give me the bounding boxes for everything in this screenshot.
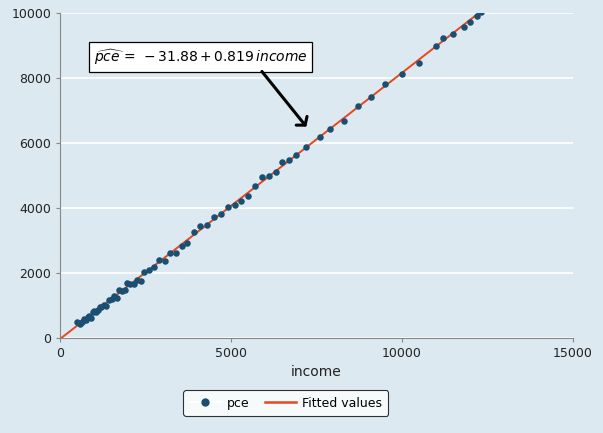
pce bbox=[75, 321, 85, 328]
pce bbox=[171, 249, 181, 256]
pce bbox=[203, 222, 212, 229]
pce bbox=[107, 295, 116, 302]
pce bbox=[104, 297, 113, 304]
pce bbox=[236, 198, 246, 205]
pce bbox=[223, 204, 233, 211]
pce bbox=[160, 257, 169, 264]
pce bbox=[165, 249, 174, 256]
pce bbox=[96, 304, 106, 311]
pce bbox=[150, 264, 159, 271]
pce bbox=[285, 157, 294, 164]
pce bbox=[195, 223, 205, 230]
pce bbox=[438, 34, 448, 41]
pce bbox=[90, 307, 99, 314]
pce bbox=[257, 174, 267, 181]
pce bbox=[102, 302, 112, 309]
pce bbox=[277, 159, 287, 166]
pce bbox=[112, 294, 122, 301]
pce bbox=[230, 201, 239, 208]
pce bbox=[114, 286, 124, 293]
pce bbox=[93, 307, 103, 313]
pce bbox=[136, 277, 145, 284]
pce bbox=[99, 302, 109, 309]
pce bbox=[95, 304, 104, 310]
pce bbox=[315, 133, 325, 140]
pce bbox=[133, 276, 142, 283]
pce bbox=[144, 267, 154, 274]
pce bbox=[414, 60, 424, 67]
pce bbox=[291, 152, 301, 158]
pce bbox=[129, 281, 139, 288]
Legend: pce, Fitted values: pce, Fitted values bbox=[183, 391, 388, 416]
pce bbox=[476, 9, 485, 16]
pce bbox=[177, 242, 186, 249]
pce bbox=[250, 183, 260, 190]
pce bbox=[125, 281, 135, 288]
pce bbox=[81, 317, 91, 324]
pce bbox=[472, 13, 482, 20]
pce bbox=[154, 256, 164, 263]
pce bbox=[466, 19, 475, 26]
pce bbox=[380, 80, 390, 87]
pce bbox=[120, 286, 130, 293]
pce bbox=[182, 239, 192, 246]
pce bbox=[139, 268, 149, 275]
pce bbox=[209, 214, 219, 221]
Text: $\widehat{pce}$$\/ = \/-31.88 + 0.819\/\it{income}$: $\widehat{pce}$$\/ = \/-31.88 + 0.819\/\… bbox=[93, 47, 308, 67]
pce bbox=[244, 193, 253, 200]
pce bbox=[302, 143, 311, 150]
pce bbox=[80, 316, 89, 323]
pce bbox=[84, 313, 94, 320]
pce bbox=[122, 279, 132, 286]
pce bbox=[264, 172, 274, 179]
X-axis label: income: income bbox=[291, 365, 342, 379]
pce bbox=[189, 229, 198, 236]
pce bbox=[92, 309, 101, 316]
pce bbox=[110, 293, 119, 300]
pce bbox=[431, 43, 441, 50]
pce bbox=[77, 318, 87, 325]
pce bbox=[117, 287, 127, 294]
pce bbox=[449, 30, 458, 37]
pce bbox=[326, 126, 335, 133]
pce bbox=[86, 315, 96, 322]
pce bbox=[367, 94, 376, 100]
pce bbox=[397, 70, 407, 77]
pce bbox=[353, 103, 362, 110]
pce bbox=[216, 211, 226, 218]
pce bbox=[271, 169, 280, 176]
pce bbox=[459, 23, 469, 30]
pce bbox=[88, 308, 98, 315]
pce bbox=[339, 117, 349, 124]
pce bbox=[83, 314, 92, 321]
pce bbox=[72, 319, 82, 326]
